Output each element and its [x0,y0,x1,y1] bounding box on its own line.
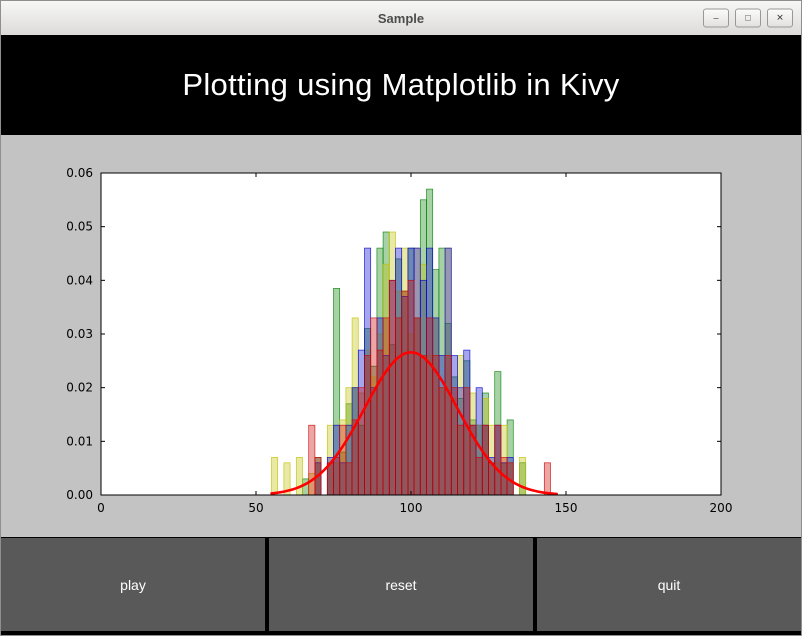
hist-bar [364,355,372,496]
minimize-icon: – [713,12,719,23]
x-tick-label: 0 [97,501,105,515]
hist-bar [370,317,378,496]
page-title: Plotting using Matplotlib in Kivy [182,67,620,102]
window-controls: – □ ✕ [703,8,793,28]
maximize-button[interactable]: □ [735,8,761,28]
y-tick-label: 0.02 [66,381,93,395]
hist-bar [543,462,551,496]
hist-bar [339,424,347,496]
hist-bar [413,317,421,496]
x-tick-label: 50 [248,501,263,515]
bell-curve [270,350,558,496]
close-icon: ✕ [776,12,784,23]
hist-bar [333,457,341,496]
hist-bar [345,462,353,496]
hist-bar [457,424,465,496]
maximize-icon: □ [745,12,751,23]
hist-bar [438,387,446,496]
y-tick-label: 0.06 [66,166,93,180]
hist-bar [271,457,279,496]
hist-bar [302,478,310,496]
hist-bar [494,424,502,496]
hist-bar [519,457,527,496]
hist-bar [308,424,316,496]
hist-bar [382,317,390,496]
hist-bar [395,317,403,496]
minimize-button[interactable]: – [703,8,729,28]
close-button[interactable]: ✕ [767,8,793,28]
x-tick-label: 150 [555,501,578,515]
x-tick-label: 200 [710,501,733,515]
hist-bar [475,457,483,496]
hist-bar [376,349,384,496]
button-bar: play reset quit [1,537,801,635]
matplotlib-figure: 0 50 100 150 200 0.00 0.01 0.02 0.03 0.04 0.05 0.06 [1,135,801,537]
play-button[interactable]: play [1,538,265,631]
y-tick-label: 0.03 [66,327,93,341]
hist-bar [419,355,427,496]
hist-bar [357,387,365,496]
hist-bar [388,279,396,496]
window-title: Sample [377,10,425,26]
y-tick-label: 0.04 [66,273,93,287]
y-tick-label: 0.00 [66,488,93,502]
app-header: Plotting using Matplotlib in Kivy [1,35,801,135]
quit-button[interactable]: quit [537,538,801,631]
x-tick-label: 100 [400,501,423,515]
hist-bar [426,317,434,496]
hist-bar [407,279,415,496]
figure-svg: 0 50 100 150 200 0.00 0.01 0.02 0.03 0.04 0.05 0.06 [66,166,733,515]
y-tick-label: 0.01 [66,434,93,448]
titlebar[interactable]: Sample – □ ✕ [1,1,801,36]
reset-button[interactable]: reset [269,538,533,631]
hist-bar [463,387,471,496]
y-tick-label: 0.05 [66,220,93,234]
hist-bar [401,290,409,496]
hist-bar [444,355,452,496]
hist-bar [295,457,303,496]
